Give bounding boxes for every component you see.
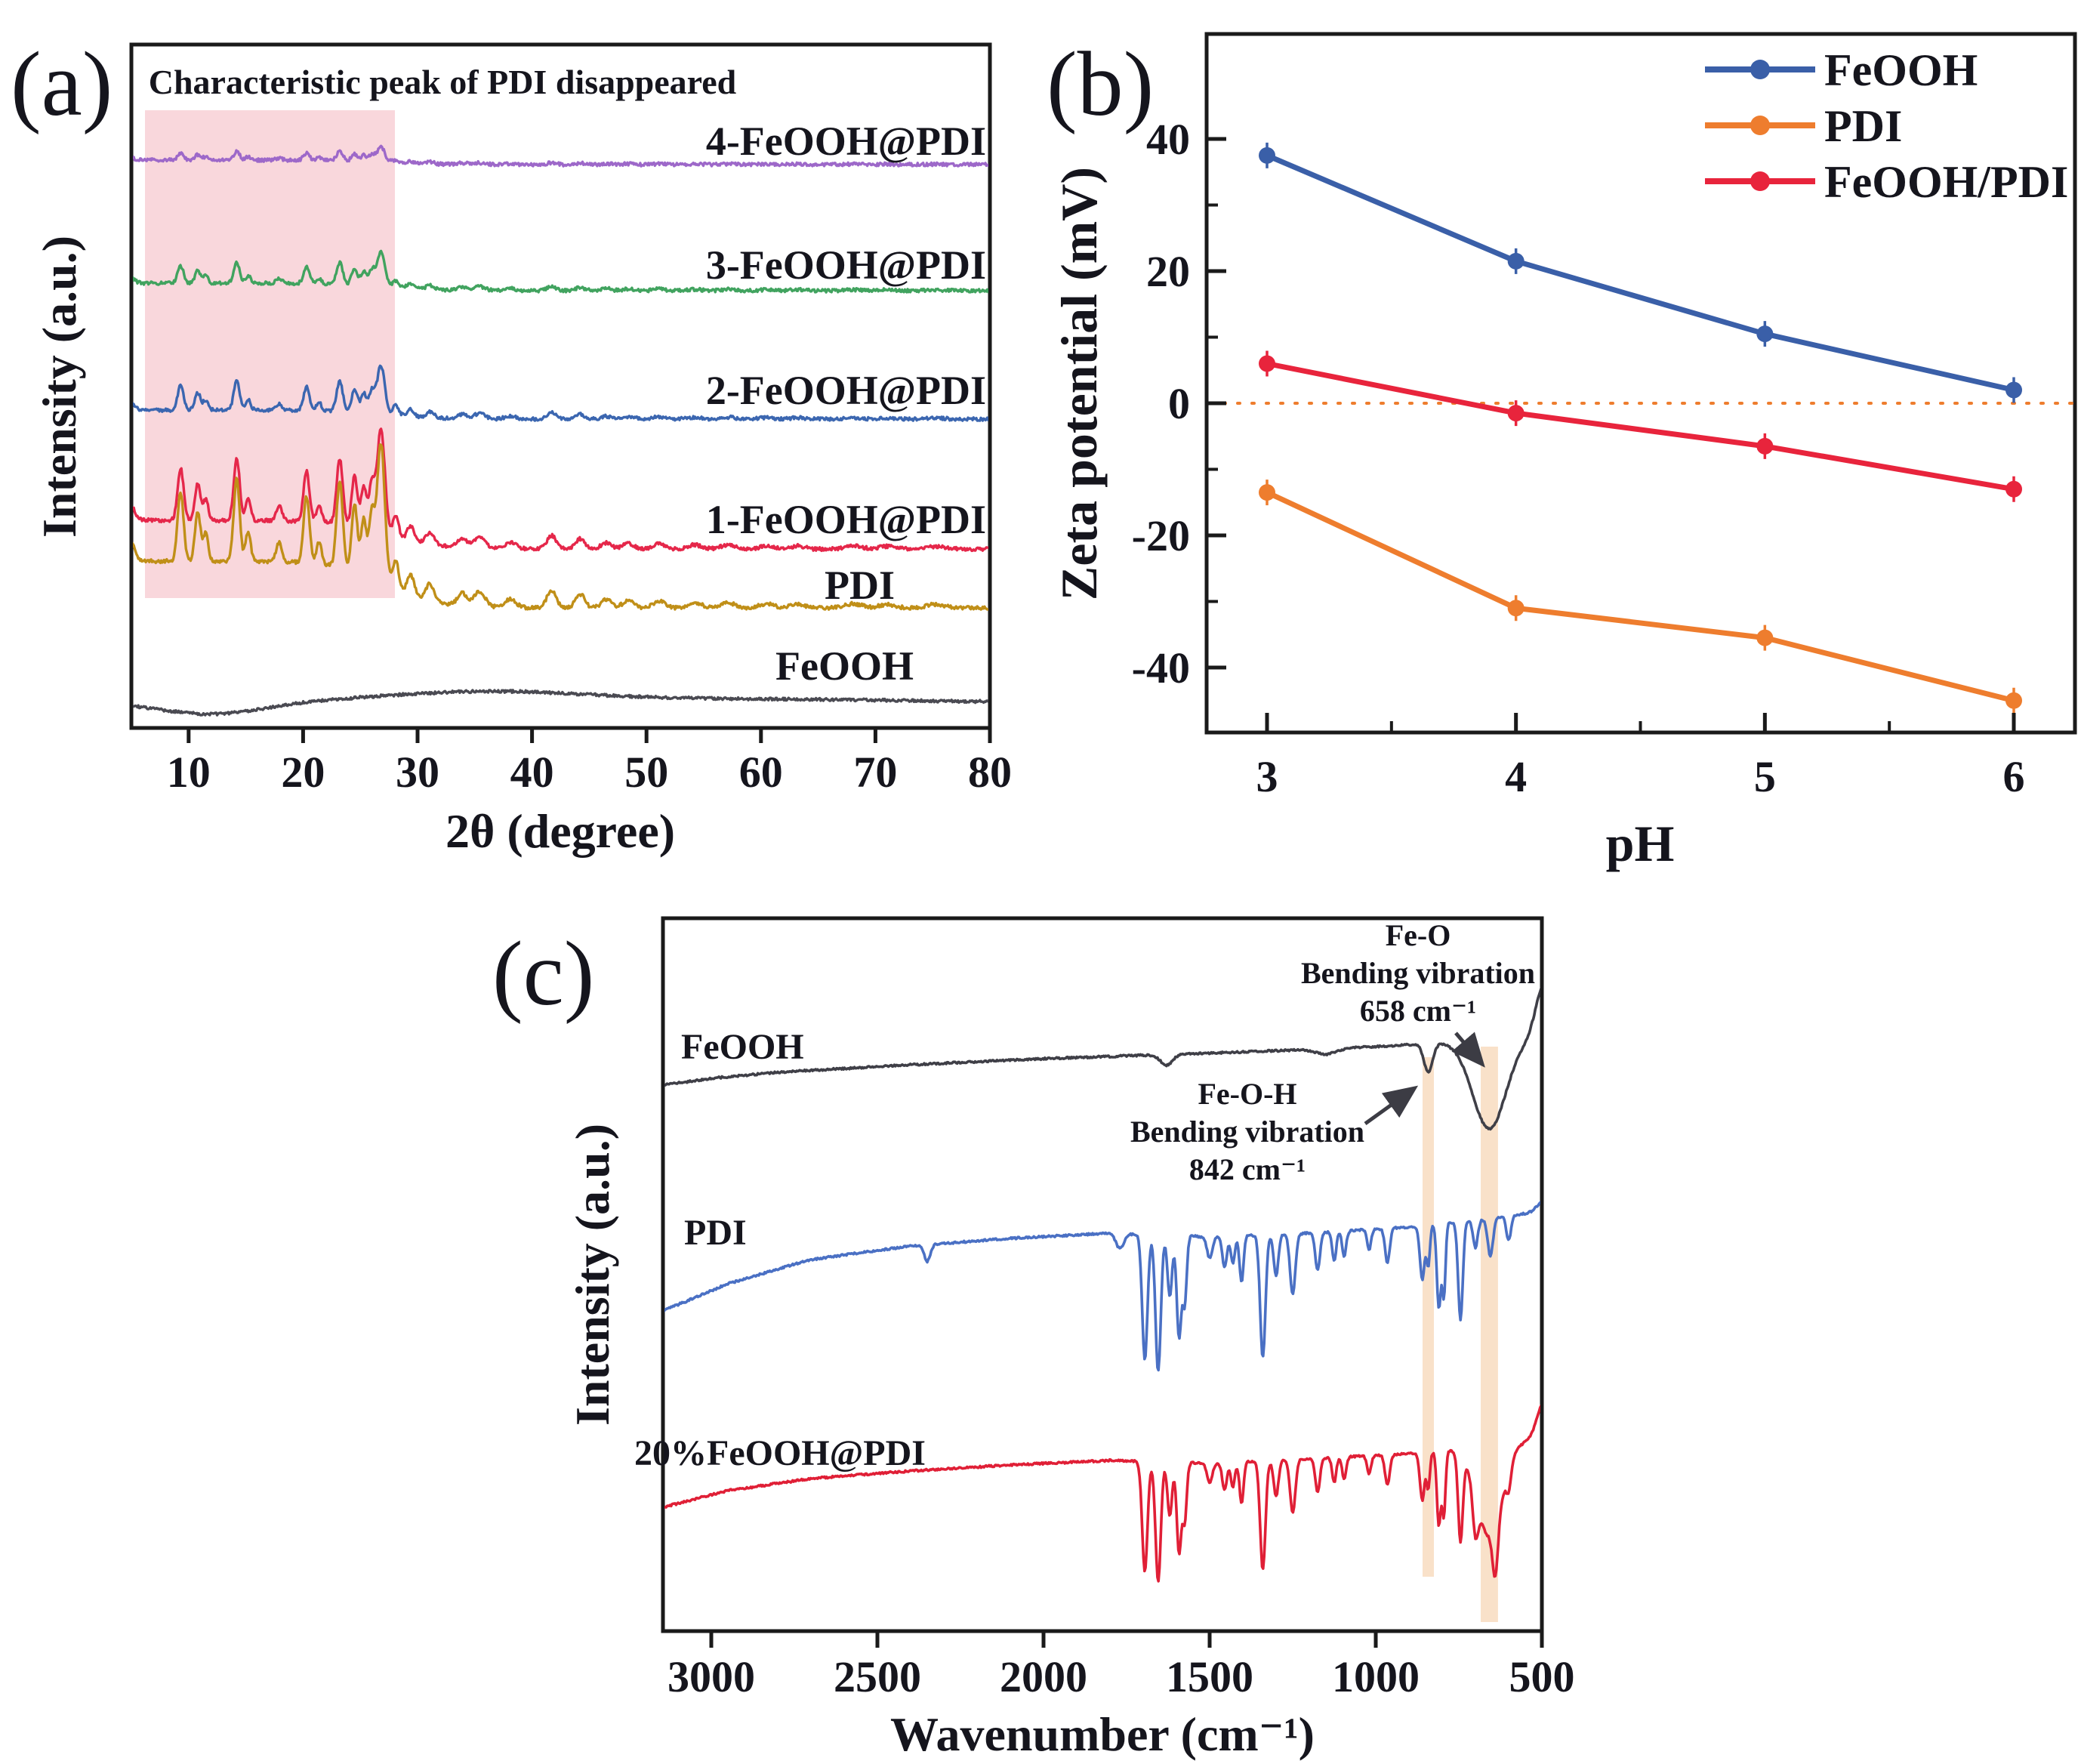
panel-a-xtick-label: 10 (167, 748, 211, 797)
panel-c-xtick-label: 500 (1509, 1652, 1575, 1701)
legend-label-FeOOH/PDI: FeOOH/PDI (1824, 157, 2068, 207)
panel-c-plot-box (661, 916, 1544, 1633)
data-point-FeOOH/PDI-pH5 (1756, 437, 1774, 455)
panel-b-letter: (b) (1047, 33, 1154, 135)
zeta-line-PDI (1264, 489, 2017, 704)
xrd-curve-label-3-FeOOH@PDI: 3-FeOOH@PDI (706, 242, 986, 288)
data-point-FeOOH/PDI-pH4 (1507, 405, 1525, 422)
panel-b-ytick-label: 20 (1146, 247, 1190, 296)
ftir-curve-20%FeOOH@PDI (664, 1404, 1540, 1583)
panel-a-plot-box (129, 42, 992, 730)
panel-a-letter: (a) (11, 33, 113, 135)
legend-label-FeOOH: FeOOH (1824, 45, 1978, 95)
legend-marker-dot (1750, 60, 1770, 79)
legend-marker-dot (1750, 171, 1770, 191)
panel-a-xtick-label: 30 (396, 748, 439, 797)
data-point-FeOOH-pH5 (1756, 325, 1774, 343)
data-point-PDI-pH5 (1756, 629, 1774, 646)
panel-c-xtick-label: 2500 (834, 1652, 921, 1701)
annotation-fe-o-line2: Bending vibration (1301, 956, 1535, 990)
ftir-curve-FeOOH (664, 986, 1540, 1131)
xrd-curve-label-PDI: PDI (825, 563, 895, 608)
highlight-band-658cm (1481, 1047, 1498, 1622)
legend-label-PDI: PDI (1824, 101, 1902, 151)
panel-a-xtick-label: 40 (510, 748, 554, 797)
data-point-FeOOH-pH4 (1507, 252, 1525, 270)
panel-a-xtick-label: 50 (624, 748, 668, 797)
annotation-fe-o-h-842: Fe-O-H Bending vibration 842 cm⁻¹ (1130, 1077, 1419, 1186)
annotation-fe-o-line1: Fe-O (1386, 918, 1451, 952)
panel-a-xrd-chart: (a) Characteristic peak of PDI disappear… (11, 33, 1012, 858)
legend-item-PDI: PDI (1705, 101, 1902, 151)
annotation-fe-o-h-line2: Bending vibration (1130, 1115, 1364, 1149)
data-point-FeOOH-pH3 (1259, 146, 1275, 164)
xrd-curve-1-FeOOH@PDI (133, 427, 988, 553)
xrd-curve-label-2-FeOOH@PDI: 2-FeOOH@PDI (706, 368, 986, 413)
xrd-curve-PDI (133, 443, 988, 611)
annotation-arrow-658 (1451, 1032, 1485, 1068)
panel-a-xtick-label: 80 (968, 748, 1012, 797)
panel-a-xtick-label: 60 (739, 748, 783, 797)
panel-a-xaxis-label: 2θ (degree) (445, 804, 675, 858)
xrd-curve-2-FeOOH@PDI (133, 364, 988, 422)
panel-a-xtick-label: 20 (281, 748, 325, 797)
panel-c-xtick-label: 1000 (1332, 1652, 1420, 1701)
ftir-curve-label-20%FeOOH@PDI: 20%FeOOH@PDI (634, 1433, 926, 1473)
ftir-curve-PDI (664, 1200, 1540, 1372)
ftir-curve-label-FeOOH: FeOOH (681, 1027, 804, 1067)
panel-b-xtick-label: 4 (1505, 752, 1527, 801)
panel-b-ytick-label: 0 (1168, 379, 1190, 428)
zeta-line-FeOOH/PDI (1264, 361, 2017, 492)
panel-c-xtick-label: 3000 (667, 1652, 755, 1701)
panel-c-xtick-label: 2000 (1000, 1652, 1087, 1701)
panel-c-yaxis-label: Intensity (a.u.) (566, 1124, 619, 1426)
panel-b-xaxis-label: pH (1606, 815, 1675, 872)
panel-c-letter: (c) (492, 923, 594, 1025)
xrd-curve-3-FeOOH@PDI (133, 249, 988, 294)
data-point-PDI-pH3 (1259, 484, 1275, 501)
zeta-line-FeOOH (1264, 153, 2017, 393)
panel-b-ytick-label: -40 (1132, 643, 1190, 692)
panel-a-xtick-label: 70 (853, 748, 897, 797)
data-point-FeOOH/PDI-pH6 (2005, 480, 2023, 498)
highlight-band-842cm (1423, 1057, 1434, 1577)
panel-b-plot-box (1204, 32, 2077, 735)
data-point-FeOOH/PDI-pH3 (1259, 355, 1275, 372)
annotation-arrow-842 (1364, 1085, 1419, 1126)
panel-b-xtick-label: 5 (1754, 752, 1776, 801)
ftir-curve-label-PDI: PDI (684, 1213, 747, 1253)
panel-a-yaxis-label: Intensity (a.u.) (32, 236, 86, 538)
xrd-curve-label-4-FeOOH@PDI: 4-FeOOH@PDI (706, 119, 986, 164)
annotation-fe-o-658: Fe-O Bending vibration 658 cm⁻¹ (1301, 918, 1535, 1068)
panel-b-zeta-chart: (b) 3 4 5 6 40 20 0 -20 -40 FeOOH PDI FeOOH/PDI pH… (1047, 32, 2077, 872)
xrd-curve-label-1-FeOOH@PDI: 1-FeOOH@PDI (706, 497, 986, 542)
annotation-fe-o-h-line3: 842 cm⁻¹ (1189, 1152, 1306, 1186)
panel-b-yaxis-label: Zeta potential (mV) (1050, 167, 1108, 600)
xrd-curve-label-FeOOH: FeOOH (775, 643, 914, 689)
panel-c-ftir-chart: (c) FeOOH PDI 20%FeOOH@PDI 3000 2500 2000 150… (492, 916, 1575, 1761)
panel-b-xtick-label: 3 (1256, 752, 1278, 801)
xrd-curve-4-FeOOH@PDI (133, 144, 988, 168)
panel-c-xaxis-label: Wavenumber (cm⁻¹) (890, 1707, 1315, 1761)
legend-marker-dot (1750, 116, 1770, 135)
xrd-curve-FeOOH (133, 689, 988, 717)
legend-item-FeOOH/PDI: FeOOH/PDI (1705, 157, 2068, 207)
legend-item-FeOOH: FeOOH (1705, 45, 1978, 95)
panel-b-ytick-label: 40 (1146, 115, 1190, 164)
data-point-PDI-pH4 (1507, 600, 1525, 617)
panel-b-xtick-label: 6 (2003, 752, 2025, 801)
data-point-FeOOH-pH6 (2005, 381, 2023, 399)
data-point-PDI-pH6 (2005, 692, 2023, 709)
annotation-fe-o-line3: 658 cm⁻¹ (1360, 994, 1476, 1028)
panel-b-ytick-label: -20 (1132, 511, 1190, 560)
annotation-fe-o-h-line1: Fe-O-H (1198, 1077, 1296, 1111)
panel-c-xtick-label: 1500 (1166, 1652, 1253, 1701)
panel-a-title: Characteristic peak of PDI disappeared (149, 63, 737, 101)
